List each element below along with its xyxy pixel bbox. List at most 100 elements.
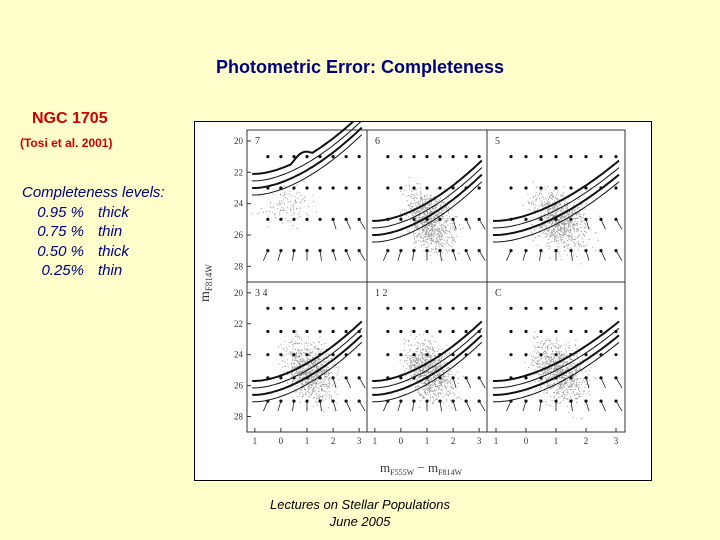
error-vector <box>539 250 542 261</box>
test-star-dot <box>399 329 403 334</box>
footer-line-1: Lectures on Stellar Populations <box>270 497 450 512</box>
test-star-dot <box>412 155 416 159</box>
test-star-dot <box>477 186 481 190</box>
x-tick-label: 1 <box>305 436 310 446</box>
test-star-dot <box>438 353 442 357</box>
test-star-dot <box>279 217 283 221</box>
completeness-curve <box>372 181 483 243</box>
test-star-dot <box>305 329 309 334</box>
completeness-curve <box>493 173 620 236</box>
panel-label: 5 <box>495 136 500 147</box>
footer: Lectures on Stellar Populations June 200… <box>250 496 470 530</box>
test-star-dot <box>318 329 322 334</box>
test-star-dot <box>539 217 543 221</box>
completeness-curve <box>252 122 355 175</box>
test-star-dot <box>305 306 309 310</box>
error-vector <box>585 377 590 388</box>
test-star-dot <box>266 306 270 310</box>
level-line-style: thin <box>98 262 123 279</box>
test-star-dot <box>331 376 335 380</box>
level-percent: 0.50 % <box>37 242 84 260</box>
test-star-dot <box>425 306 429 310</box>
test-star-dot <box>305 353 309 357</box>
completeness-levels: Completeness levels: 0.95 % thick 0.75 % t… <box>22 183 182 281</box>
test-star-dot <box>438 249 442 253</box>
x-tick-label: 1 <box>373 436 378 446</box>
test-star-dot <box>412 376 416 380</box>
error-vector <box>292 250 295 261</box>
panel-label: 1 2 <box>375 288 388 299</box>
error-vector <box>539 401 542 412</box>
completeness-curve <box>493 327 620 389</box>
test-star-dot <box>451 186 455 190</box>
test-star-dot <box>425 217 429 221</box>
error-vector <box>570 250 573 261</box>
test-star-dot <box>477 155 481 159</box>
panel-label: 7 <box>255 136 260 147</box>
test-star-dot <box>438 376 442 380</box>
error-vector <box>439 401 442 412</box>
test-star-dot <box>524 306 528 310</box>
cmd-panel: 5 <box>486 129 626 283</box>
error-vector <box>412 250 415 261</box>
test-star-dot <box>357 155 361 159</box>
x-tick-label: 1 <box>554 436 559 446</box>
test-star-dot <box>451 217 455 221</box>
test-star-dot <box>584 353 588 357</box>
test-star-dot <box>509 376 513 380</box>
completeness-curve <box>372 167 483 229</box>
test-star-dot <box>386 306 390 310</box>
error-vector <box>263 400 269 412</box>
test-star-dot <box>539 155 543 159</box>
y-tick-label: 20 <box>234 288 244 298</box>
error-vector <box>600 219 606 230</box>
error-vector <box>600 250 606 261</box>
test-star-dot <box>614 329 618 334</box>
error-vector <box>478 250 486 261</box>
test-star-dot <box>451 329 455 334</box>
test-star-dot <box>509 306 513 310</box>
error-vector <box>358 250 366 261</box>
test-star-dot <box>584 329 588 334</box>
test-star-dot <box>318 217 322 221</box>
test-star-dot <box>599 329 603 334</box>
test-star-dot <box>477 353 481 357</box>
test-star-dot <box>386 329 390 334</box>
error-vector <box>397 250 402 261</box>
level-line-style: thin <box>98 223 123 240</box>
level-row: 0.25% thin <box>22 261 182 281</box>
test-star-dot <box>425 376 429 380</box>
error-vector <box>465 400 471 412</box>
error-vector <box>585 400 590 412</box>
test-star-dot <box>344 155 348 159</box>
test-star-dot <box>584 217 588 221</box>
slide-title: Photometric Error: Completeness <box>215 57 505 77</box>
test-star-dot <box>569 306 573 310</box>
test-star-dot <box>331 329 335 334</box>
x-tick-label: 1 <box>425 436 430 446</box>
cmd-panel: 3 4 20 22 24 26 28 1 0 1 2 3 <box>234 281 368 446</box>
error-vector <box>292 401 295 412</box>
test-star-dot <box>554 186 558 190</box>
error-vector <box>345 400 351 412</box>
test-star-dot <box>331 186 335 190</box>
error-vector <box>570 401 573 412</box>
test-star-dot <box>344 399 348 403</box>
error-vector <box>506 250 512 261</box>
test-star-dot <box>266 186 270 190</box>
test-star-dot <box>509 353 513 357</box>
test-star-dot <box>305 155 309 159</box>
completeness-curve <box>252 134 363 196</box>
completeness-curve <box>372 173 483 236</box>
y-tick-label: 28 <box>234 412 244 422</box>
test-star-dot <box>599 186 603 190</box>
error-vector <box>277 400 282 412</box>
test-star-dot <box>509 329 513 334</box>
test-star-dot <box>305 376 309 380</box>
completeness-curve <box>372 327 483 389</box>
error-vector <box>345 250 351 261</box>
completeness-curve <box>493 167 620 229</box>
error-vector <box>332 400 337 412</box>
error-vector <box>615 377 623 389</box>
test-star-dot <box>279 155 283 159</box>
